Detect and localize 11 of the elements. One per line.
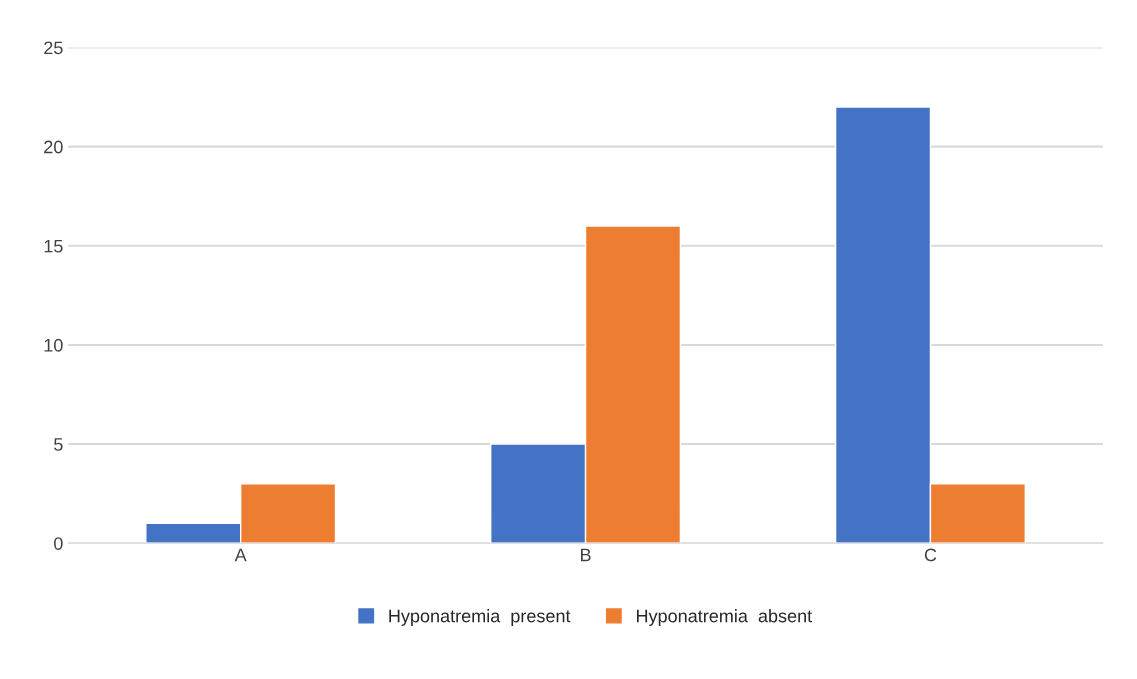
x-tick-label: C: [924, 548, 937, 562]
y-tick-label: 5: [54, 438, 63, 451]
legend-label: Hyponatremia absent: [636, 609, 813, 626]
x-tick-label: B: [581, 548, 591, 562]
legend-label: Hyponatremia present: [389, 609, 571, 626]
x-tick-label: A: [234, 548, 247, 562]
y-tick-label: 20: [44, 140, 63, 154]
y-tick-label: 25: [44, 41, 63, 55]
y-tick-label: 10: [44, 338, 63, 352]
y-tick-label: 0: [54, 537, 63, 550]
y-tick-label: 15: [44, 239, 63, 253]
